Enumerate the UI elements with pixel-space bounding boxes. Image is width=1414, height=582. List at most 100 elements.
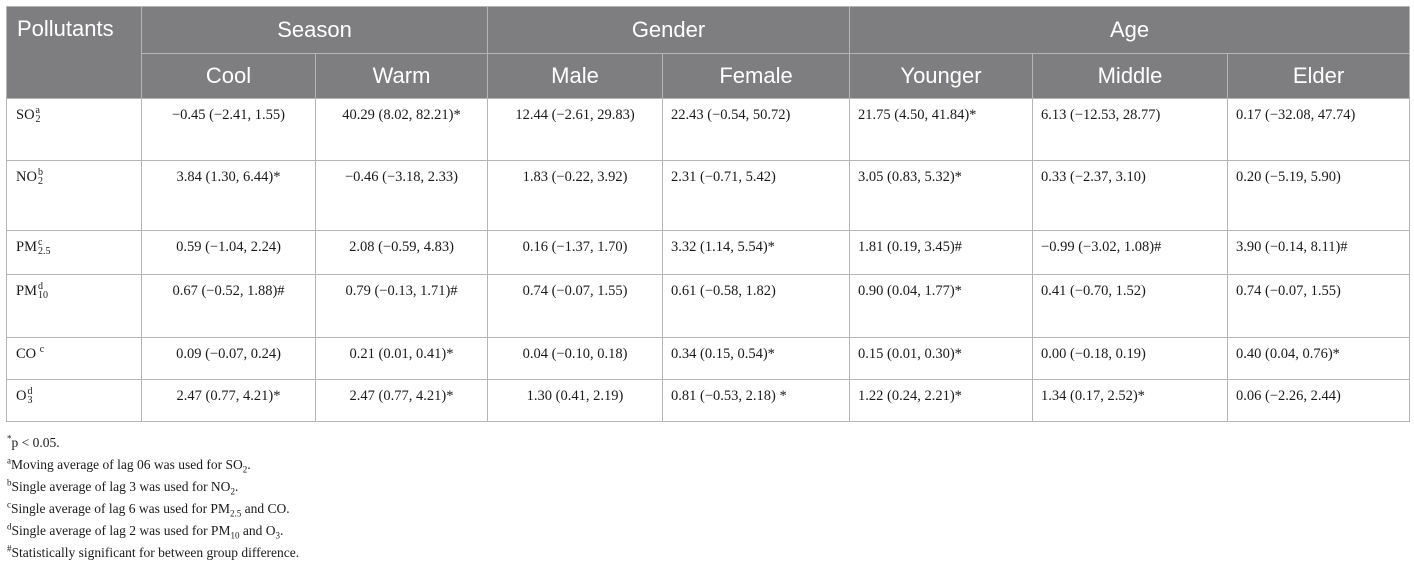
row-label: CO c [6,337,142,380]
footnote-text: . [247,457,251,472]
table-cell: 0.04 (−0.10, 0.18) [487,337,663,380]
table-cell: 12.44 (−2.61, 29.83) [487,98,663,161]
label-base: SO [16,107,35,123]
label-scripts: d 10 [37,280,48,301]
table-cell: 2.47 (0.77, 4.21)* [141,379,316,422]
footnote-text: Moving average of lag 06 was used for SO [11,457,243,472]
footnote: #Statistically significant for between g… [7,542,299,564]
table-cell: 1.34 (0.17, 2.52)* [1032,379,1229,422]
table-row-co: CO c 0.09 (−0.07, 0.24) 0.21 (0.01, 0.41… [6,337,1411,380]
table-row-so2: SO a 2 −0.45 (−2.41, 1.55) 40.29 (8.02, 82… [6,98,1411,161]
table-cell: 40.29 (8.02, 82.21)* [315,98,488,161]
footnote-sub: 2 [242,464,248,475]
table-cell: 0.15 (0.01, 0.30)* [849,337,1034,380]
footnote-mark: c [7,499,11,510]
table-cell: 0.17 (−32.08, 47.74) [1227,98,1411,161]
footnote-text: p < 0.05. [11,435,60,450]
footnote: cSingle average of lag 6 was used for PM… [7,498,299,520]
table-cell: 0.41 (−0.70, 1.52) [1032,274,1229,338]
header-row-groups: Pollutants Season Gender Age [6,6,1411,99]
footnote-mark: b [7,477,12,488]
table-cell: 0.34 (0.15, 0.54)* [661,337,851,380]
footnote-text: . [234,479,239,494]
table-cell: 0.06 (−2.26, 2.44) [1227,379,1411,422]
footnote-text: Single average of lag 6 was used for PM [11,501,230,516]
table-cell: −0.46 (−3.18, 2.33) [315,160,488,231]
table-cell: −0.99 (−3.02, 1.08)# [1032,230,1229,275]
table-cell: 1.81 (0.19, 3.45)# [849,230,1034,275]
table-cell: 0.74 (−0.07, 1.55) [1227,274,1411,338]
table-cell: 3.90 (−0.14, 8.11)# [1227,230,1411,275]
table-cell: 1.83 (−0.22, 3.92) [487,160,663,231]
label-sup: b [37,166,43,178]
footnote: aMoving average of lag 06 was used for S… [7,454,299,476]
footnote-sub: 10 [230,530,240,541]
table-cell: 0.20 (−5.19, 5.90) [1227,160,1411,231]
table-cell: 1.22 (0.24, 2.21)* [849,379,1034,422]
label-base: NO [16,169,37,185]
table-cell: 22.43 (−0.54, 50.72) [661,98,851,161]
row-label: PM c 2.5 [6,230,142,275]
row-label: NO b 2 [6,160,142,231]
table-cell: 0.00 (−0.18, 0.19) [1032,337,1229,380]
footnote-sub: 2.5 [229,508,242,519]
table-row-pm25: PM c 2.5 0.59 (−1.04, 2.24) 2.08 (−0.59, 4… [6,230,1411,275]
table-cell: 0.81 (−0.53, 2.18) * [661,379,851,422]
label-sub: 2 [37,175,43,187]
header-group-gender: Gender [486,6,851,54]
footnote-text: and O [239,523,276,538]
label-scripts: c 2.5 [37,237,51,257]
header-female: Female [661,53,851,99]
footnote-mark: d [7,521,12,532]
header-group-age: Age [849,6,1411,54]
header-younger: Younger [849,53,1034,99]
footnote-mark: * [7,433,12,444]
footnote: bSingle average of lag 3 was used for NO… [7,476,299,498]
label-sup: d [27,385,33,397]
header-group-season: Season [141,6,488,54]
table-cell: 3.84 (1.30, 6.44)* [141,160,316,231]
results-table: Pollutants Season Gender Age Cool Warm M… [6,6,1411,422]
label-sub: 2.5 [37,245,51,257]
table-cell: 3.05 (0.83, 5.32)* [849,160,1034,231]
table-cell: 0.16 (−1.37, 1.70) [487,230,663,275]
table-cell: 0.67 (−0.52, 1.88)# [141,274,316,338]
table-cell: 0.21 (0.01, 0.41)* [315,337,488,380]
label-sup: c [39,344,45,356]
label-sub: 10 [37,289,48,301]
table-cell: 0.40 (0.04, 0.76)* [1227,337,1411,380]
footnote-text: Single average of lag 2 was used for PM [11,523,231,538]
label-base: PM [16,283,37,299]
footnote: dSingle average of lag 2 was used for PM… [7,520,299,542]
label-sub: 3 [27,394,33,406]
header-elder: Elder [1227,53,1411,99]
table-cell: 0.61 (−0.58, 1.82) [661,274,851,338]
table-cell: 2.08 (−0.59, 4.83) [315,230,488,275]
table-cell: 3.32 (1.14, 5.54)* [661,230,851,275]
label-sub: 2 [35,113,41,125]
label-base: PM [16,239,37,255]
row-label: SO a 2 [6,98,142,161]
table-row-pm10: PM d 10 0.67 (−0.52, 1.88)# 0.79 (−0.13, 1… [6,274,1411,338]
table-cell: 0.79 (−0.13, 1.71)# [315,274,488,338]
label-base: O [16,388,27,404]
table-cell: 0.90 (0.04, 1.77)* [849,274,1034,338]
footnote-mark: a [7,455,11,466]
label-sup: d [37,280,43,292]
header-cool: Cool [141,53,316,99]
header-warm: Warm [315,53,488,99]
header-male: Male [487,53,663,99]
footnote-text: . [279,523,284,538]
footnote-text: and CO. [241,501,290,516]
table-footnotes: *p < 0.05. aMoving average of lag 06 was… [7,432,299,564]
row-label: PM d 10 [6,274,142,338]
header-pollutants: Pollutants [6,6,142,99]
table-cell: 21.75 (4.50, 41.84)* [849,98,1034,161]
table-cell: 0.59 (−1.04, 2.24) [141,230,316,275]
